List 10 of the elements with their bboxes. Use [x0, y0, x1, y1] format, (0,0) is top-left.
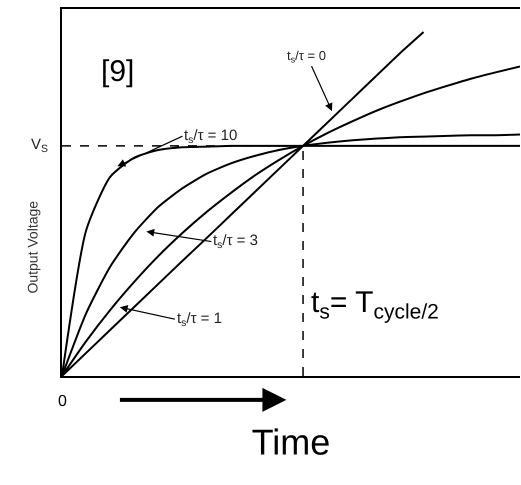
annotation: t$_{s}$/τ = 10 — [184, 127, 238, 146]
annotation: t$_{s}$/τ = 0 — [287, 48, 326, 65]
x-axis-title: Time — [252, 421, 330, 462]
y-axis-title: Output Voltage — [24, 200, 40, 294]
annotation: t$_{s}$/τ = 3 — [213, 232, 258, 252]
annotation: t$_{s}$= T$_{cycle/2}$ — [311, 286, 439, 324]
annotation: [9] — [101, 55, 134, 88]
text: 0 — [58, 393, 67, 410]
annotation: t$_{s}$/τ = 1 — [177, 310, 222, 330]
ref-line-label: V$_{S}$ — [31, 136, 48, 156]
